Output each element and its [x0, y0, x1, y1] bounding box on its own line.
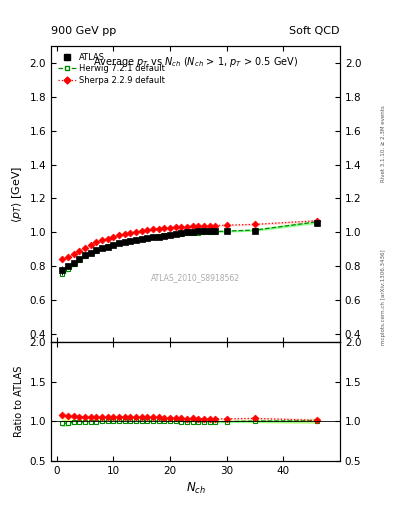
Text: mcplots.cern.ch [arXiv:1306.3436]: mcplots.cern.ch [arXiv:1306.3436]: [381, 249, 386, 345]
Text: Rivet 3.1.10, ≥ 2.3M events: Rivet 3.1.10, ≥ 2.3M events: [381, 105, 386, 182]
Text: ATLAS_2010_S8918562: ATLAS_2010_S8918562: [151, 272, 240, 282]
Legend: ATLAS, Herwig 7.2.1 default, Sherpa 2.2.9 default: ATLAS, Herwig 7.2.1 default, Sherpa 2.2.…: [55, 50, 168, 87]
Text: 900 GeV pp: 900 GeV pp: [51, 26, 116, 36]
Text: Soft QCD: Soft QCD: [290, 26, 340, 36]
Y-axis label: Ratio to ATLAS: Ratio to ATLAS: [14, 366, 24, 437]
Y-axis label: $\langle p_T \rangle$ [GeV]: $\langle p_T \rangle$ [GeV]: [10, 165, 24, 223]
X-axis label: $N_{ch}$: $N_{ch}$: [185, 481, 206, 496]
Text: Average $p_T$ vs $N_{ch}$ ($N_{ch}$ > 1, $p_T$ > 0.5 GeV): Average $p_T$ vs $N_{ch}$ ($N_{ch}$ > 1,…: [93, 55, 298, 69]
